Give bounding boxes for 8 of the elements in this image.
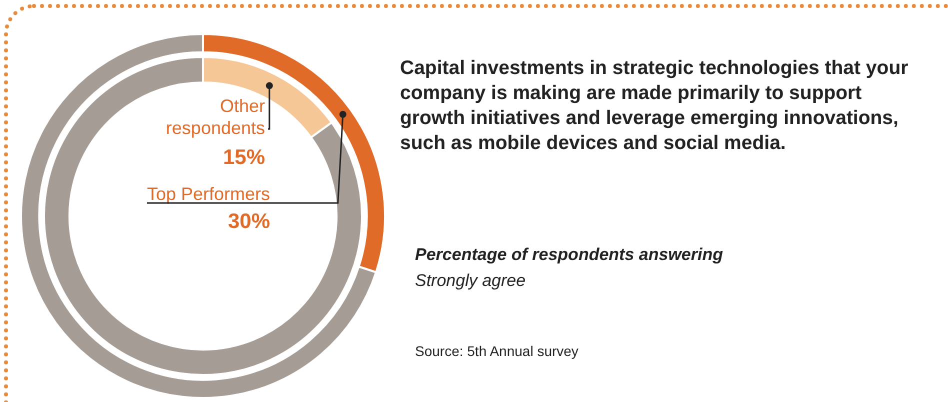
category-label: Top Performers <box>146 184 270 204</box>
text: 30% <box>228 210 270 233</box>
text: Percentage of respondents answering <box>415 244 723 266</box>
text: Capital investments in strategic technologies that your company is making are made primarily to support growth initiatives and leverage emerging innovations, such as mobile devices and social media. <box>400 56 910 156</box>
source-note: Source: 5th Annual survey <box>415 343 578 359</box>
data-label: 15% <box>222 146 266 169</box>
slice-label: Other respondents <box>166 96 265 138</box>
text: Strongly agree <box>415 270 526 292</box>
